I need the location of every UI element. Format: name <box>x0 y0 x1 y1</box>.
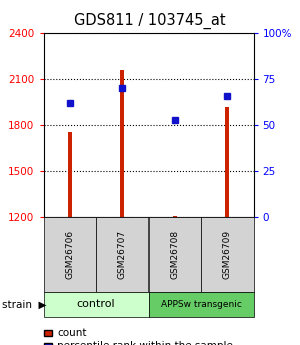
Bar <box>120 70 124 217</box>
Text: strain  ▶: strain ▶ <box>2 299 46 309</box>
Text: control: control <box>77 299 115 309</box>
Text: count: count <box>57 328 87 338</box>
Text: APPSw transgenic: APPSw transgenic <box>160 300 242 309</box>
Text: GSM26708: GSM26708 <box>170 230 179 279</box>
Bar <box>225 107 230 217</box>
Text: percentile rank within the sample: percentile rank within the sample <box>57 341 233 345</box>
Text: GDS811 / 103745_at: GDS811 / 103745_at <box>74 13 226 29</box>
Text: GSM26706: GSM26706 <box>65 230 74 279</box>
Text: GSM26707: GSM26707 <box>118 230 127 279</box>
Text: GSM26709: GSM26709 <box>223 230 232 279</box>
Bar <box>68 132 72 217</box>
Bar <box>173 216 177 217</box>
